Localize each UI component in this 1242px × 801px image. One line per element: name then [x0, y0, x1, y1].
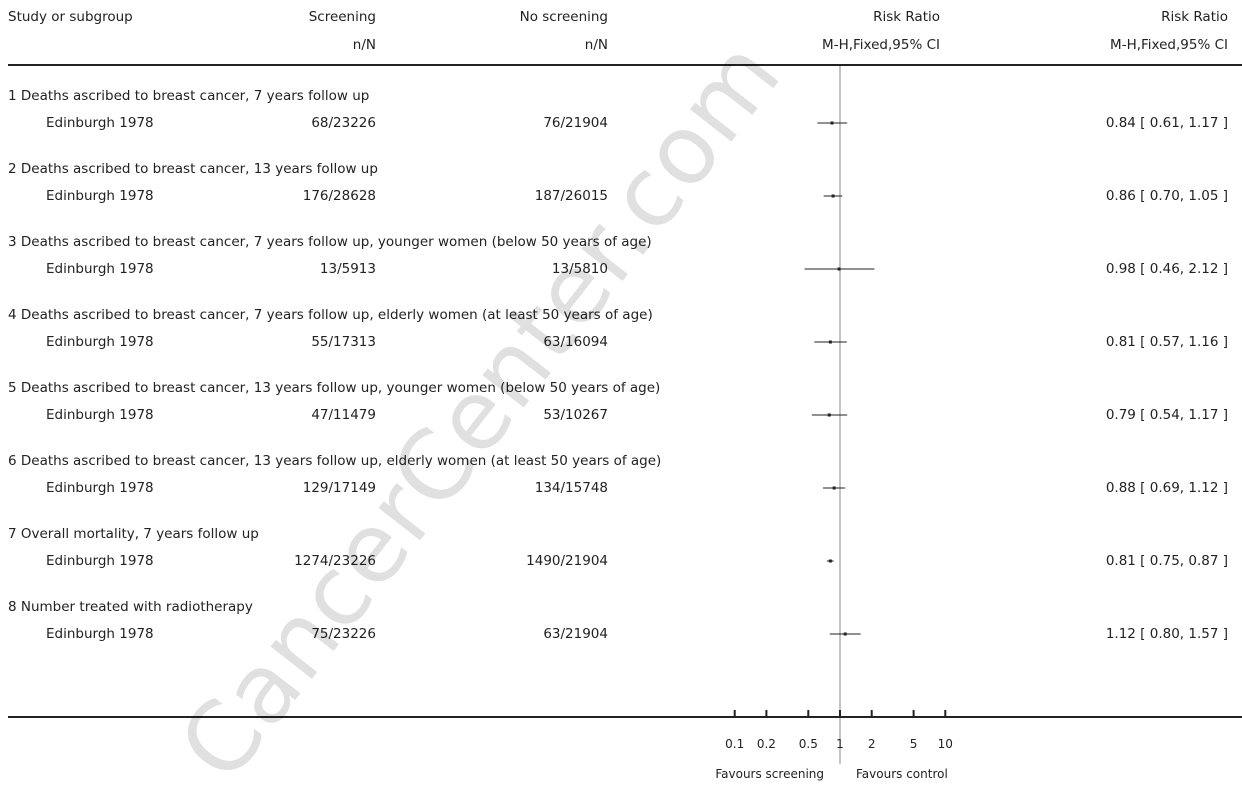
screening-count: 55/17313	[311, 334, 376, 350]
header-risk-ratio-plot: Risk Ratio	[873, 9, 940, 25]
no-screening-count: 63/21904	[543, 626, 608, 642]
x-tick-label: 2	[867, 737, 876, 751]
study-name: Edinburgh 1978	[46, 188, 154, 204]
screening-count: 47/11479	[311, 407, 376, 423]
subgroup-title: 6 Deaths ascribed to breast cancer, 13 y…	[8, 453, 662, 469]
study-name: Edinburgh 1978	[46, 407, 154, 423]
screening-count: 68/23226	[311, 115, 376, 131]
risk-ratio-ci-text: 0.79 [ 0.54, 1.17 ]	[1105, 407, 1228, 423]
subgroup-title: 2 Deaths ascribed to breast cancer, 13 y…	[8, 161, 378, 177]
point-estimate	[837, 267, 841, 271]
risk-ratio-ci-text: 0.81 [ 0.75, 0.87 ]	[1105, 553, 1228, 569]
header-risk-ratio-text: Risk Ratio	[1161, 9, 1228, 25]
no-screening-count: 63/16094	[543, 334, 608, 350]
no-screening-count: 76/21904	[543, 115, 608, 131]
study-name: Edinburgh 1978	[46, 626, 154, 642]
subgroup-title: 1 Deaths ascribed to breast cancer, 7 ye…	[8, 88, 370, 104]
point-estimate	[830, 121, 834, 125]
subheader-risk-ratio-plot: M-H,Fixed,95% CI	[822, 37, 940, 53]
subgroup-title: 3 Deaths ascribed to breast cancer, 7 ye…	[8, 234, 652, 250]
subgroup-title: 8 Number treated with radiotherapy	[8, 599, 253, 615]
point-estimate	[831, 194, 835, 198]
risk-ratio-ci-text: 0.98 [ 0.46, 2.12 ]	[1105, 261, 1228, 277]
risk-ratio-ci-text: 0.86 [ 0.70, 1.05 ]	[1105, 188, 1228, 204]
header-no-screening: No screening	[519, 9, 608, 25]
point-estimate	[828, 559, 832, 563]
no-screening-count: 53/10267	[543, 407, 608, 423]
header-rule	[8, 64, 1242, 66]
study-name: Edinburgh 1978	[46, 334, 154, 350]
header-screening: Screening	[308, 9, 376, 25]
x-tick-label: 10	[937, 737, 953, 751]
x-tick-label: 0.2	[756, 737, 776, 751]
forest-plot	[733, 66, 947, 764]
risk-ratio-ci-text: 0.81 [ 0.57, 1.16 ]	[1105, 334, 1228, 350]
study-name: Edinburgh 1978	[46, 480, 154, 496]
subgroup-title: 7 Overall mortality, 7 years follow up	[8, 526, 259, 542]
screening-count: 176/28628	[302, 188, 376, 204]
favours-left-label: Favours screening	[715, 767, 824, 781]
x-tick-label: 5	[909, 737, 918, 751]
point-estimate	[832, 486, 836, 490]
no-screening-count: 13/5810	[551, 261, 608, 277]
point-estimate	[843, 632, 847, 636]
subheader-risk-ratio-text: M-H,Fixed,95% CI	[1110, 37, 1228, 53]
screening-count: 1274/23226	[294, 553, 376, 569]
favours-right-label: Favours control	[856, 767, 948, 781]
no-screening-count: 187/26015	[534, 188, 608, 204]
risk-ratio-ci-text: 1.12 [ 0.80, 1.57 ]	[1105, 626, 1228, 642]
point-estimate	[828, 340, 832, 344]
x-tick-label: 1	[836, 737, 844, 751]
point-estimate	[827, 413, 831, 417]
header-study: Study or subgroup	[8, 9, 133, 25]
x-tick-label: 0.5	[798, 737, 818, 751]
subheader-no-screening: n/N	[584, 37, 608, 53]
no-screening-count: 1490/21904	[526, 553, 608, 569]
subheader-screening: n/N	[352, 37, 376, 53]
footer-rule	[8, 716, 1242, 718]
study-name: Edinburgh 1978	[46, 553, 154, 569]
no-screening-count: 134/15748	[534, 480, 608, 496]
screening-count: 129/17149	[302, 480, 376, 496]
screening-count: 75/23226	[311, 626, 376, 642]
risk-ratio-ci-text: 0.88 [ 0.69, 1.12 ]	[1105, 480, 1228, 496]
x-tick-label: 0.1	[725, 737, 745, 751]
subgroup-title: 5 Deaths ascribed to breast cancer, 13 y…	[8, 380, 661, 396]
screening-count: 13/5913	[319, 261, 376, 277]
study-name: Edinburgh 1978	[46, 115, 154, 131]
study-name: Edinburgh 1978	[46, 261, 154, 277]
subgroup-title: 4 Deaths ascribed to breast cancer, 7 ye…	[8, 307, 653, 323]
risk-ratio-ci-text: 0.84 [ 0.61, 1.17 ]	[1105, 115, 1228, 131]
